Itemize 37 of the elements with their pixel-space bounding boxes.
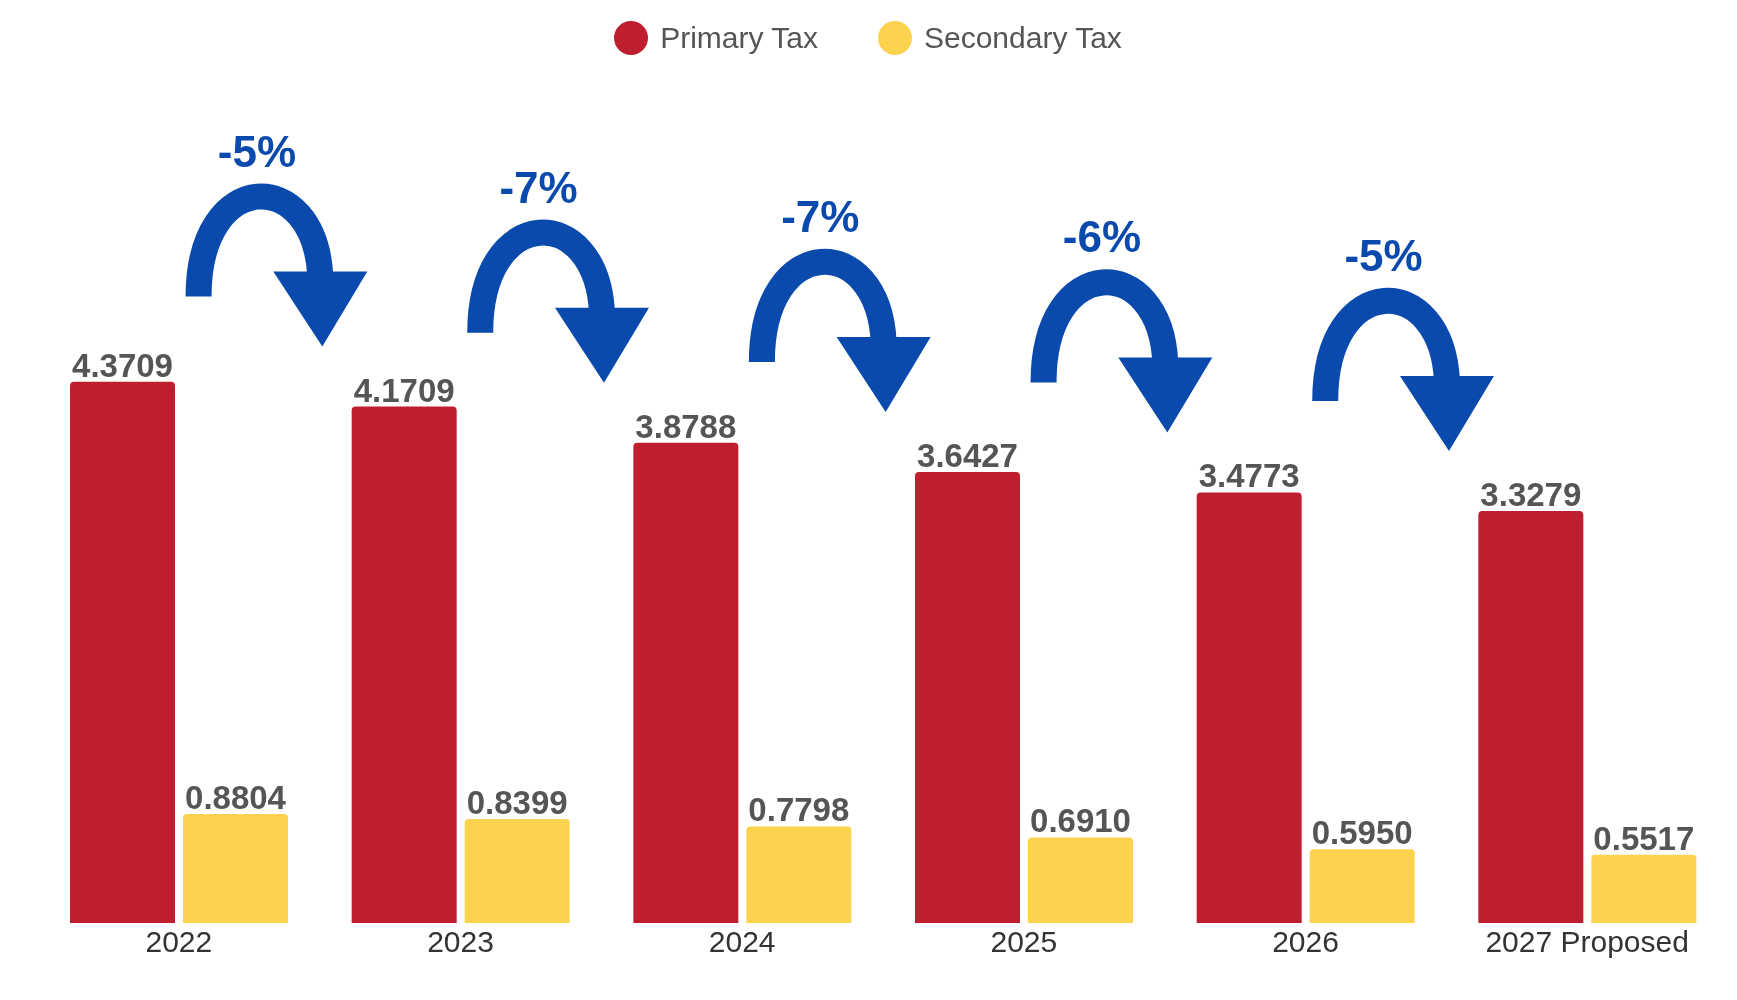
bar [70, 381, 175, 923]
data-label: 0.7798 [748, 791, 850, 829]
bar [915, 472, 1020, 923]
legend-label: Primary Tax [660, 21, 818, 55]
x-tick-label: 2022 [145, 925, 213, 959]
data-label: 3.3279 [1480, 475, 1582, 513]
data-label: 3.4773 [1198, 457, 1300, 495]
bar [183, 814, 288, 923]
text: -5% [217, 126, 297, 176]
bar [1028, 837, 1133, 923]
bar [746, 826, 852, 923]
bar [351, 406, 457, 923]
legend-label: Secondary Tax [923, 21, 1122, 55]
bar [633, 442, 739, 923]
data-label: 0.8399 [466, 784, 568, 822]
text: -5% [1344, 230, 1423, 280]
bar [1478, 510, 1584, 923]
bar [1591, 854, 1697, 923]
data-label: 0.5517 [1593, 819, 1695, 857]
data-label: 0.6910 [1030, 802, 1131, 840]
x-tick-label: 2023 [427, 925, 494, 959]
data-label: 0.5950 [1311, 814, 1413, 852]
data-label: 3.6427 [917, 437, 1018, 475]
x-tick-label: 2026 [1272, 925, 1339, 959]
data-label: 0.8804 [185, 779, 287, 816]
text: -6% [1062, 212, 1142, 262]
text: -7% [499, 162, 578, 212]
x-tick-label: 2025 [990, 925, 1058, 959]
data-label: 4.3709 [72, 346, 173, 384]
bar [464, 819, 570, 923]
data-label: 4.1709 [353, 371, 455, 409]
bar [1196, 492, 1302, 923]
data-label: 3.8788 [635, 407, 737, 445]
x-tick-label: 2024 [708, 925, 776, 959]
bar [1309, 849, 1415, 923]
x-tick-label: 2027 Proposed [1485, 925, 1689, 959]
text: -7% [781, 192, 860, 242]
